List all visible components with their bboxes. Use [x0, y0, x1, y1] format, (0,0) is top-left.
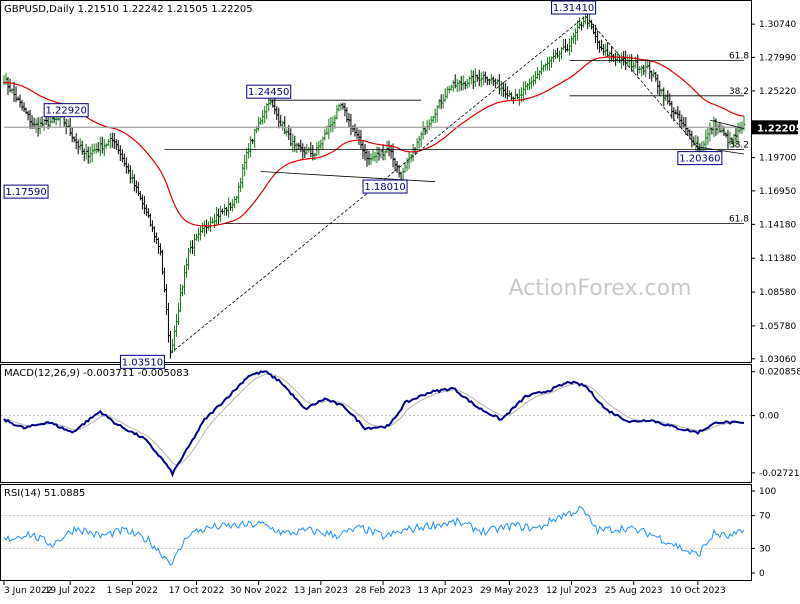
rsi-tick-label: 100 — [759, 487, 776, 497]
current-price-tag — [752, 120, 798, 135]
price-tick-label: 1.27990 — [759, 53, 796, 63]
price-tick-label: 1.25220 — [759, 87, 796, 97]
date-tick-label: 13 Jan 2023 — [294, 586, 348, 596]
axis-layer: 1.307401.279901.252201.224701.197001.169… — [3, 20, 800, 596]
rsi-panel-frame — [0, 484, 752, 581]
date-tick-label: 1 Sep 2022 — [107, 586, 158, 596]
date-tick-label: 19 Jul 2022 — [45, 586, 96, 596]
macd-panel-frame — [0, 364, 752, 483]
macd-line — [3, 370, 745, 478]
rsi-line — [3, 505, 745, 567]
fib-label: 61.8 — [729, 215, 749, 225]
price-tick-label: 1.08580 — [759, 288, 796, 298]
annotation-label: 1.17590 — [5, 187, 46, 198]
rsi-tick-label: 0 — [759, 569, 765, 579]
fib-label: 61.8 — [729, 52, 749, 62]
price-tick-label: 1.11380 — [759, 254, 796, 264]
fib-label: 38.2 — [729, 87, 749, 97]
macd-tick-label: -0.027213 — [759, 469, 800, 479]
date-tick-label: 3 Jun 2022 — [4, 586, 52, 596]
annotation-label: 1.24450 — [248, 87, 289, 98]
date-tick-label: 10 Oct 2023 — [670, 586, 726, 596]
annotation-box — [3, 184, 49, 199]
date-tick-label: 29 May 2023 — [480, 586, 539, 596]
macd-header: MACD(12,26,9) -0.003711 -0.005083 — [4, 368, 189, 379]
macd-tick-label: 0.020858 — [759, 368, 800, 378]
date-tick-label: 30 Nov 2022 — [230, 586, 288, 596]
date-tick-label: 13 Apr 2023 — [417, 586, 473, 596]
annotation-box — [362, 179, 408, 194]
annotation-box — [43, 103, 89, 118]
annotation-box — [246, 84, 292, 99]
price-tick-label: 1.14180 — [759, 220, 796, 230]
date-tick-label: 12 Jul 2023 — [546, 586, 597, 596]
price-layer: 1.31410 1.24450 1.22920 1.17590 1.18010 1.203… — [2, 0, 749, 369]
price-tick-label: 1.16950 — [759, 187, 796, 197]
annotation-label: 1.03510 — [122, 357, 163, 368]
rsi-tick-label: 70 — [759, 512, 771, 522]
rsi-header: RSI(14) 51.0885 — [4, 488, 85, 499]
current-price-value: 1.22205 — [757, 123, 800, 134]
price-tick-label: 1.30740 — [759, 20, 796, 30]
price-tick-label: 1.03060 — [759, 355, 796, 365]
date-tick-label: 28 Feb 2023 — [355, 586, 411, 596]
swing-line-down — [585, 15, 701, 150]
annotation-label: 1.31410 — [553, 3, 594, 14]
annotation-box — [677, 151, 723, 166]
annotation-box — [119, 354, 165, 369]
price-tick-label: 1.05780 — [759, 322, 796, 332]
price-panel-frame — [0, 0, 752, 363]
fib-label: 38.2 — [729, 141, 749, 151]
rsi-tick-label: 30 — [759, 544, 771, 554]
macd-signal-line — [3, 373, 745, 466]
annotation-label: 1.18010 — [364, 182, 405, 193]
macd-layer: 0.020858 0.00 -0.027213 — [1, 368, 800, 479]
ema-line — [3, 56, 745, 227]
annotation-box — [551, 0, 597, 15]
channel-lower — [695, 146, 745, 155]
watermark: ActionForex.com — [509, 276, 692, 301]
date-tick-label: 25 Aug 2023 — [605, 586, 663, 596]
annotation-label: 1.20360 — [679, 154, 720, 165]
macd-tick-label: 0.00 — [759, 412, 779, 422]
channel-upper — [709, 119, 745, 129]
price-header: GBPUSD,Daily 1.21510 1.22242 1.21505 1.2… — [4, 4, 253, 15]
annotation-label: 1.22920 — [45, 106, 86, 117]
date-tick-label: 17 Oct 2022 — [169, 586, 225, 596]
price-tick-label: 1.19700 — [759, 154, 796, 164]
rsi-layer: 100 70 30 0 — [1, 487, 776, 579]
